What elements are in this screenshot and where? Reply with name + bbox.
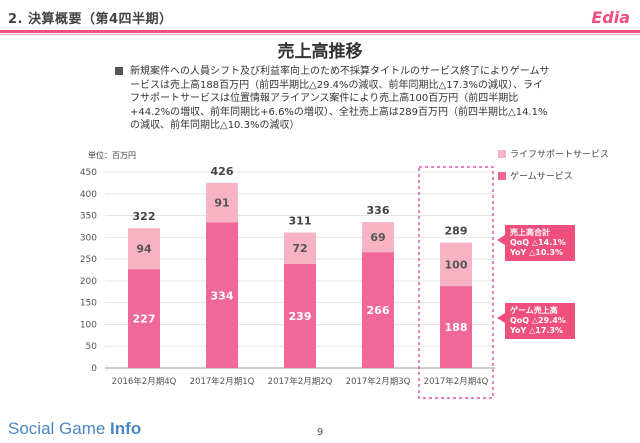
bar-life [284,232,316,264]
data-label-life: 69 [370,231,385,244]
data-label-total: 426 [211,165,234,178]
legend-label-life: ライフサポートサービス [510,150,610,160]
bar-game [440,286,472,368]
bar-life [440,242,472,287]
slide-title: 売上高推移 [277,42,363,62]
legend-item-game: ゲームサービス [498,169,609,182]
bar-life [362,222,394,253]
data-label-total: 289 [445,225,468,238]
y-tick-label: 150 [80,299,97,309]
bar-game [128,269,160,368]
y-tick-label: 450 [80,168,97,178]
bar-game [362,252,394,368]
x-tick-label: 2016年2月期4Q [112,376,177,387]
data-label-total: 311 [289,215,312,228]
callout-game-yoy: YoY △17.3% [510,326,564,335]
callout-total-sales: 売上高合計 QoQ △14.1% YoY △10.3% [497,225,575,261]
callout-total-title: 売上高合計 [510,228,550,237]
y-tick-label: 50 [86,342,98,352]
data-label-game: 188 [445,321,468,334]
callout-total-yoy: YoY △10.3% [510,248,564,257]
x-tick-label: 2017年2月期2Q [268,376,333,387]
header-bar: 2. 決算概要（第4四半期） Edia [0,0,640,30]
data-label-game: 239 [289,310,312,323]
data-label-game: 266 [367,304,390,317]
data-label-life: 72 [292,242,307,255]
callout-game-qoq: QoQ △29.4% [510,316,566,325]
data-label-life: 94 [136,243,152,256]
footer-brand-bold: Info [110,419,142,438]
highlight-box [418,166,494,399]
data-label-total: 322 [133,210,156,223]
bar-life [206,182,238,223]
data-label-life: 100 [445,258,468,271]
legend-item-life: ライフサポートサービス [498,147,609,160]
callout-total-qoq: QoQ △14.1% [510,238,566,247]
y-tick-label: 200 [80,277,97,287]
x-tick-label: 2017年2月期1Q [190,376,255,387]
footer-brand-light: Social Game [8,419,111,438]
data-label-life: 91 [214,197,229,210]
y-tick-label: 300 [80,233,97,243]
data-label-game: 334 [211,289,234,302]
legend-label-game: ゲームサービス [510,172,573,182]
edia-logo: Edia [591,8,630,27]
callout-game-sales: ゲーム売上高 QoQ △29.4% YoY △17.3% [497,303,575,339]
section-title: 2. 決算概要（第4四半期） [8,12,173,27]
bullet-square-icon [115,67,123,75]
legend-swatch-game [498,171,506,180]
unit-label: 単位：百万円 [88,151,136,160]
y-tick-label: 100 [80,320,97,330]
legend-swatch-life [498,149,506,158]
bar-life [128,228,160,270]
callout-game-title: ゲーム売上高 [510,306,558,315]
y-tick-label: 350 [80,212,97,222]
x-tick-label: 2017年2月期4Q [424,376,489,387]
bar-game [206,222,238,368]
summary-text: 新規案件への人員シフト及び利益率向上のため不採算タイトルのサービス終了によりゲー… [130,66,550,131]
chart-legend: ライフサポートサービス ゲームサービス [498,147,609,191]
x-tick-label: 2017年2月期3Q [346,376,411,387]
data-label-total: 336 [367,204,390,217]
header-divider-thin [0,34,640,35]
y-tick-label: 250 [80,255,97,265]
bar-game [284,263,316,368]
page-number: 9 [316,427,324,438]
data-label-game: 227 [133,313,156,326]
y-tick-label: 0 [91,364,97,374]
footer-brand: Social Game Info [8,419,141,439]
header-divider [0,30,640,33]
y-tick-label: 400 [80,190,97,200]
